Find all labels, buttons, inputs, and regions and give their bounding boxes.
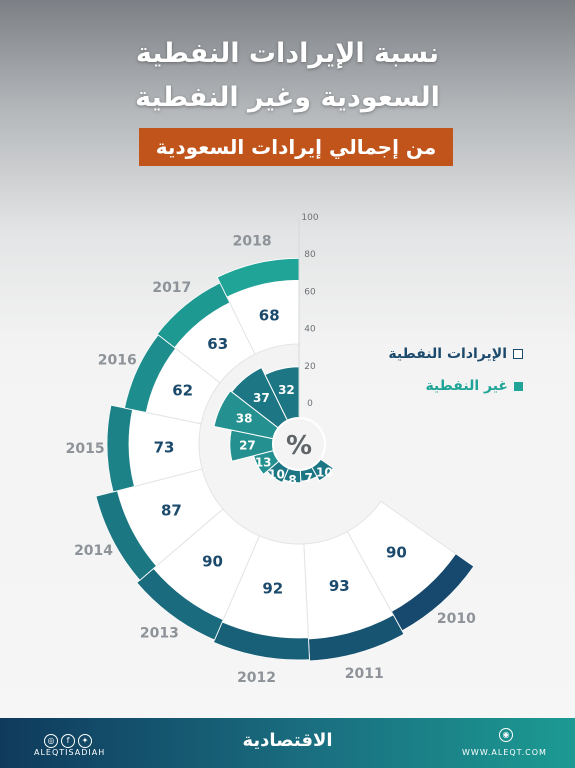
- legend-oil-revenue: الإيرادات النفطية: [388, 346, 523, 362]
- title-line-2: السعودية وغير النفطية: [135, 82, 440, 113]
- scale-tick-0: 0: [307, 399, 313, 409]
- oil-value-2014: 87: [161, 501, 182, 519]
- non-oil-value-2018: 32: [278, 383, 295, 397]
- scale-tick-20: 20: [304, 362, 316, 372]
- non-oil-value-2014: 13: [255, 456, 272, 470]
- percent-center-label: %: [286, 431, 312, 461]
- legend-non-oil-swatch: [514, 381, 523, 391]
- legend-non-oil-revenue: غير النفطية: [425, 378, 523, 394]
- radial-bar-chart: 100 80 60 40 20 0 90 10 2010 93 7 2011 92 8 2012 90 10 2…: [66, 213, 476, 686]
- oil-value-2013: 90: [202, 552, 223, 570]
- instagram-icon[interactable]: ◎: [44, 734, 58, 748]
- non-oil-value-2016: 38: [236, 412, 253, 426]
- year-label-2012: 2012: [237, 670, 276, 686]
- twitter-icon[interactable]: ✦: [78, 734, 92, 748]
- year-label-2011: 2011: [345, 666, 384, 682]
- oil-value-2018: 68: [259, 307, 280, 325]
- year-label-2016: 2016: [98, 352, 137, 368]
- oil-value-2012: 92: [262, 580, 283, 598]
- title-line-1: نسبة الإيرادات النفطية: [135, 38, 440, 69]
- oil-value-2010: 90: [386, 543, 407, 561]
- year-label-2017: 2017: [152, 280, 191, 296]
- facebook-icon[interactable]: f: [61, 734, 75, 748]
- website-link[interactable]: WWW.ALEQT.COM: [462, 748, 547, 757]
- year-label-2010: 2010: [437, 611, 476, 627]
- non-oil-value-2010: 10: [316, 465, 333, 479]
- brand-logo: الاقتصادية: [242, 730, 333, 751]
- footer-bar: ◎ f ✦ ALEQTISADIAH الاقتصادية ◉ WWW.ALEQT.…: [0, 718, 575, 768]
- social-handle[interactable]: ALEQTISADIAH: [34, 748, 106, 757]
- oil-value-2017: 63: [207, 335, 228, 353]
- oil-value-2011: 93: [329, 577, 350, 595]
- year-label-2018: 2018: [233, 234, 272, 250]
- non-oil-value-2012: 8: [288, 473, 296, 487]
- oil-value-2016: 62: [172, 381, 193, 399]
- legend-oil-swatch: [513, 349, 523, 359]
- legend-non-oil-label: غير النفطية: [425, 378, 508, 394]
- non-oil-value-2017: 37: [253, 391, 270, 405]
- non-oil-value-2013: 10: [268, 468, 285, 482]
- website-icon[interactable]: ◉: [499, 728, 513, 742]
- social-icons: ◎ f ✦: [44, 728, 95, 748]
- scale-tick-40: 40: [304, 325, 316, 335]
- scale-tick-100: 100: [301, 213, 318, 223]
- scale-tick-80: 80: [304, 250, 316, 260]
- scale-tick-60: 60: [304, 287, 316, 297]
- year-label-2015: 2015: [66, 441, 105, 457]
- subtitle-banner: من إجمالي إيرادات السعودية: [139, 128, 453, 166]
- legend-oil-label: الإيرادات النفطية: [388, 346, 507, 362]
- non-oil-value-2015: 27: [239, 438, 256, 452]
- year-label-2014: 2014: [74, 543, 113, 559]
- non-oil-value-2011: 7: [305, 471, 313, 485]
- oil-value-2015: 73: [154, 438, 175, 456]
- year-label-2013: 2013: [140, 625, 179, 641]
